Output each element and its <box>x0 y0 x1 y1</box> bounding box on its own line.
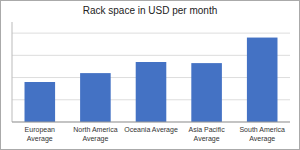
x-tick-label: North AmericaAverage <box>73 126 117 143</box>
x-tick-label: EuropeanAverage <box>25 126 55 143</box>
grid-line <box>12 122 290 123</box>
bar <box>191 63 222 122</box>
bar <box>247 38 278 122</box>
grid <box>12 33 290 122</box>
x-tick-label: Asia PacificAverage <box>189 126 226 143</box>
bars <box>25 38 278 122</box>
x-axis <box>12 122 290 123</box>
bar <box>136 62 167 122</box>
grid-line <box>12 33 290 34</box>
y-axis <box>12 22 13 122</box>
x-tick-label: Oceania Average <box>124 126 178 134</box>
x-tick-label: South AmericaAverage <box>239 126 285 143</box>
bar <box>25 82 56 122</box>
border <box>1 1 300 150</box>
chart: Rack space in USD per month EuropeanAvera… <box>0 0 300 150</box>
bar <box>80 73 111 122</box>
title: Rack space in USD per month <box>83 5 218 16</box>
